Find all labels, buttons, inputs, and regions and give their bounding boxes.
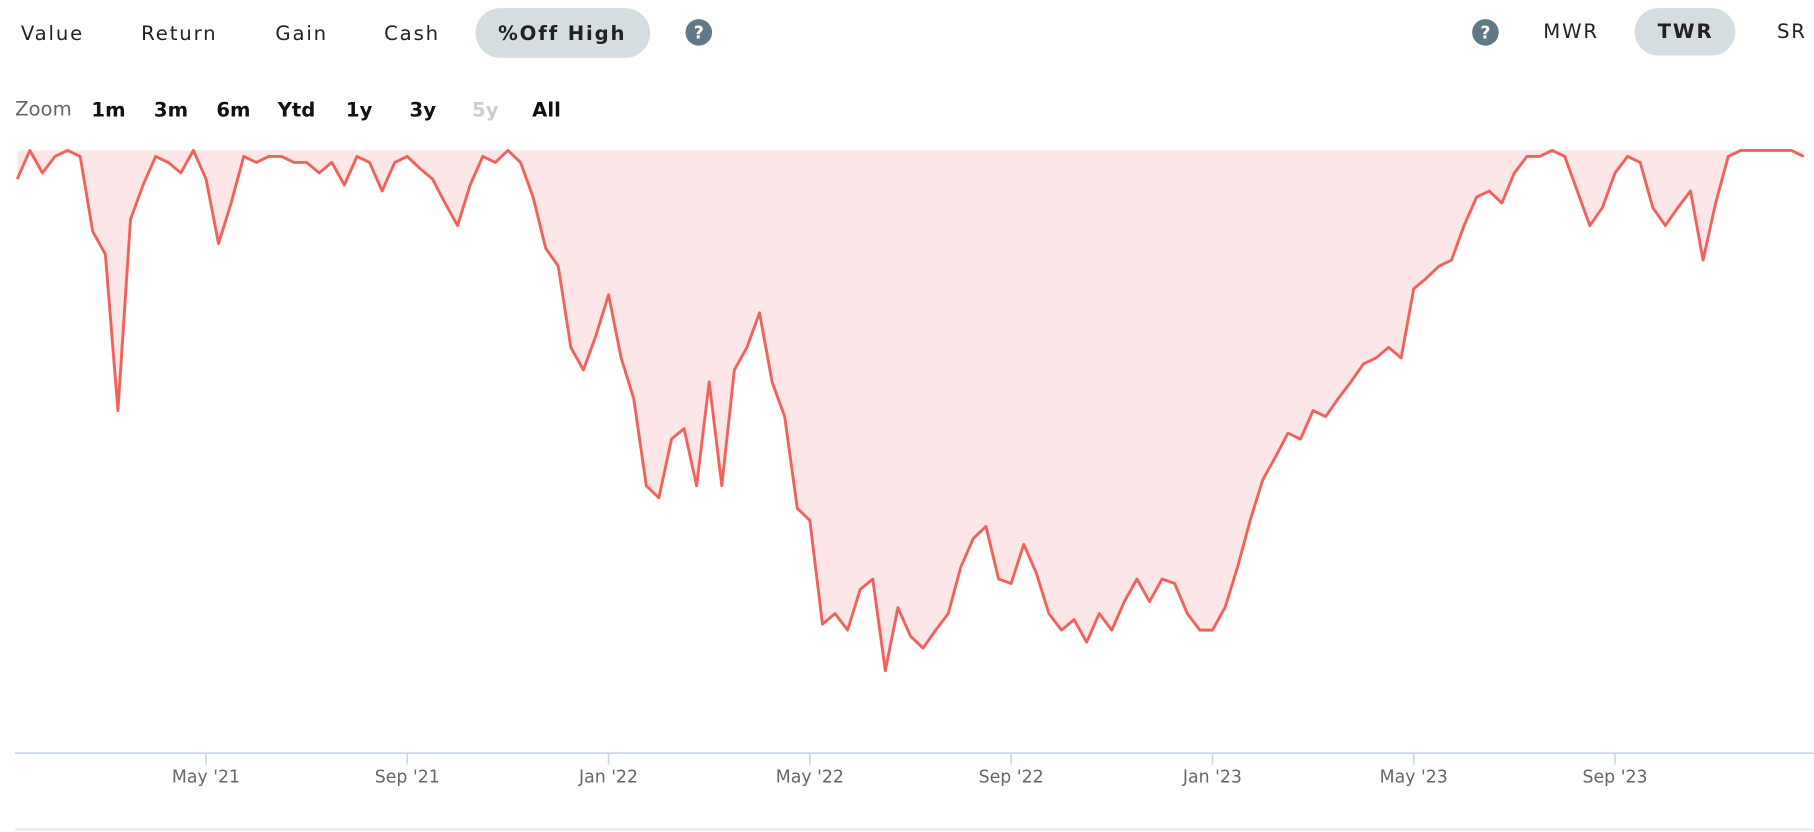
method[interactable]: MWR <box>1543 20 1599 43</box>
zoom-option[interactable]: 1y <box>346 99 373 122</box>
tab[interactable]: Value <box>21 22 84 45</box>
x-tick-label: Sep '23 <box>1582 767 1647 787</box>
x-tick-label: Jan '23 <box>1182 767 1242 787</box>
zoom-option[interactable]: All <box>532 99 561 122</box>
x-tick-label: May '23 <box>1380 767 1448 787</box>
active-method-pill <box>1634 8 1736 56</box>
area-line <box>15 148 1805 673</box>
help-icon[interactable] <box>685 19 713 46</box>
method[interactable]: SR <box>1777 20 1807 43</box>
x-tick-label: May '22 <box>776 767 844 787</box>
x-tick-label: Sep '22 <box>979 767 1044 787</box>
zoom-label: Zoom <box>15 97 72 120</box>
method-active[interactable]: TWR <box>1658 20 1714 43</box>
chart: May '21 Sep '21 Jan '22 May '22 Sep '22 Jan '… <box>15 148 1805 787</box>
tab[interactable]: Gain <box>275 22 328 45</box>
area-fill <box>17 150 1804 671</box>
zoom-option[interactable]: 3y <box>410 99 437 122</box>
zoom-option[interactable]: 6m <box>216 99 250 122</box>
tab-active[interactable]: %Off High <box>498 22 626 45</box>
x-tick-label: Sep '21 <box>375 767 440 787</box>
zoom-option-disabled: 5y <box>472 99 499 122</box>
help-icon[interactable] <box>1472 19 1499 46</box>
help-icon-text: ? <box>1480 24 1490 44</box>
zoom-option[interactable]: Ytd <box>277 99 316 122</box>
help-icon-text: ? <box>694 24 704 44</box>
tab[interactable]: Return <box>141 22 217 45</box>
x-tick-label: May '21 <box>172 767 240 787</box>
tab[interactable]: Cash <box>384 22 440 45</box>
zoom-option[interactable]: 1m <box>91 99 125 122</box>
zoom-option[interactable]: 3m <box>154 99 188 122</box>
active-tab-pill <box>475 8 651 58</box>
x-tick-label: Jan '22 <box>578 767 638 787</box>
